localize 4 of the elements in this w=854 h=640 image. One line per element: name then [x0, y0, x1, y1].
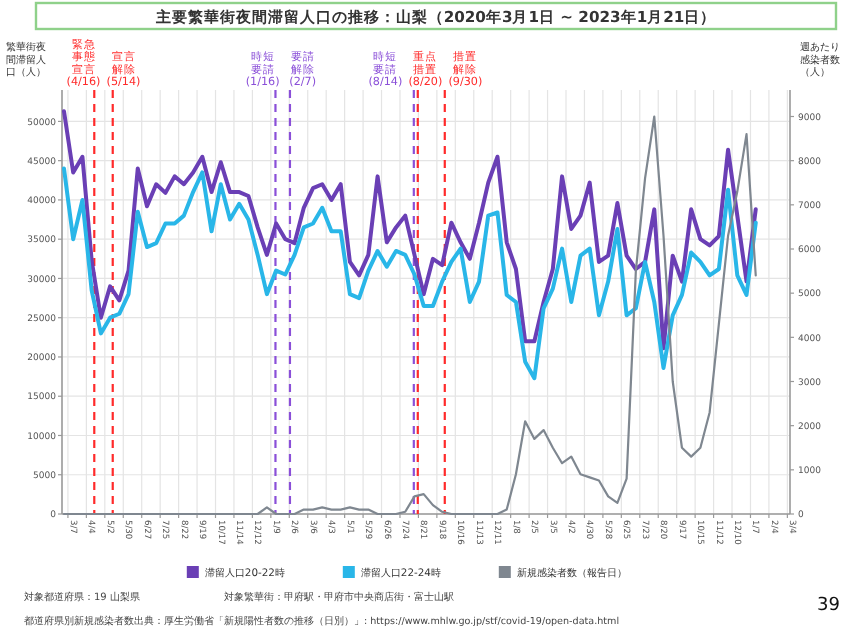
line-series: [61, 109, 758, 351]
line-series: [62, 115, 757, 516]
text: 39: [817, 596, 841, 616]
line-series: [61, 166, 758, 381]
